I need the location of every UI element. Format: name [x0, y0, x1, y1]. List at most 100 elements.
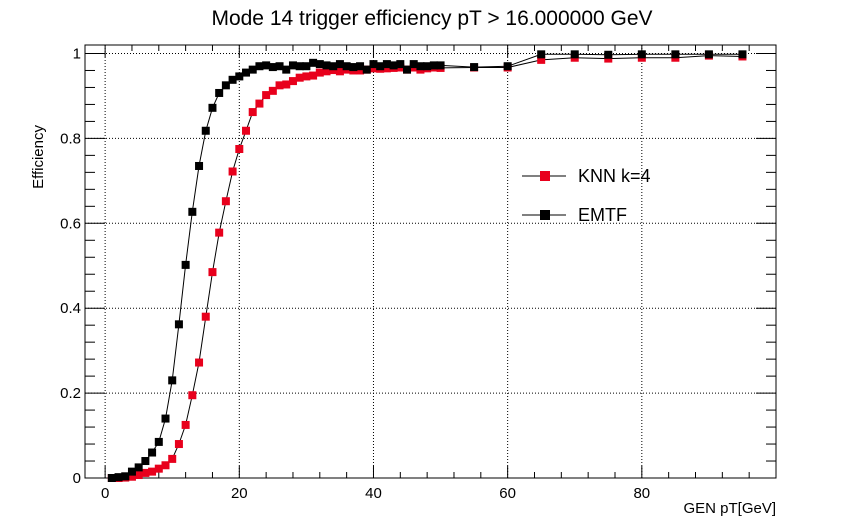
data-point — [188, 391, 197, 400]
data-point — [335, 67, 344, 76]
x-tick-label: 80 — [633, 485, 650, 502]
x-tick-label: 20 — [231, 485, 248, 502]
data-point — [161, 414, 170, 423]
data-point — [288, 77, 297, 86]
data-point — [154, 464, 163, 473]
data-point — [134, 463, 143, 472]
data-point — [604, 50, 613, 59]
series-line — [111, 53, 743, 479]
data-point — [315, 68, 324, 77]
series-emtf — [107, 50, 747, 482]
data-point — [154, 437, 163, 446]
data-point — [315, 60, 324, 69]
legend-label: EMTF — [578, 205, 627, 225]
legend-marker — [540, 171, 550, 181]
data-point — [127, 472, 136, 481]
data-point — [376, 62, 385, 71]
data-point — [201, 312, 210, 321]
y-tick-label: 0.4 — [60, 300, 81, 317]
data-point — [268, 86, 277, 95]
data-point — [537, 50, 546, 59]
data-point — [275, 62, 284, 71]
data-point — [329, 62, 338, 71]
data-point — [168, 376, 177, 385]
data-point — [107, 474, 116, 482]
data-point — [195, 358, 204, 367]
data-point — [235, 145, 244, 154]
data-point — [349, 63, 358, 72]
data-point — [208, 103, 217, 112]
data-point — [302, 72, 311, 81]
data-point — [409, 60, 418, 69]
x-axis-label: GEN pT[GeV] — [683, 500, 776, 517]
data-point — [275, 81, 284, 90]
data-point — [262, 61, 271, 70]
legend-marker — [540, 210, 550, 220]
plot-frame — [84, 44, 777, 479]
data-point — [161, 461, 170, 470]
data-point — [356, 66, 365, 75]
data-point — [362, 65, 371, 74]
data-point — [295, 62, 304, 71]
data-point — [282, 80, 291, 89]
data-point — [282, 65, 291, 74]
data-point — [181, 260, 190, 269]
data-point — [141, 468, 150, 477]
y-tick-label: 0.2 — [60, 385, 81, 402]
data-point — [121, 472, 130, 481]
data-point — [704, 50, 713, 59]
data-point — [403, 65, 412, 74]
data-point — [382, 64, 391, 73]
data-point — [389, 61, 398, 70]
data-point — [188, 207, 197, 216]
x-tick-label: 40 — [365, 485, 382, 502]
data-point — [423, 62, 432, 71]
data-point — [309, 58, 318, 67]
data-point — [470, 63, 479, 72]
data-point — [295, 73, 304, 82]
data-point — [309, 71, 318, 80]
series-layer — [107, 50, 747, 482]
data-point — [208, 268, 217, 277]
data-point — [148, 448, 157, 457]
data-point — [637, 50, 646, 59]
data-point — [369, 64, 378, 73]
data-point — [181, 420, 190, 429]
data-point — [436, 61, 445, 70]
y-tick-label: 0 — [73, 470, 81, 487]
data-point — [221, 197, 230, 206]
axis-ticks: 0 20 40 60 80 0 0.2 0.4 0.6 0.8 1 — [60, 45, 776, 502]
chart-title: Mode 14 trigger efficiency pT > 16.00000… — [211, 7, 652, 30]
data-point — [396, 60, 405, 69]
data-point — [429, 61, 438, 70]
data-point — [255, 99, 264, 108]
data-point — [235, 72, 244, 81]
data-point — [322, 61, 331, 70]
data-point — [356, 62, 365, 71]
legend: KNN k=4 EMTF — [522, 166, 651, 225]
series-knn — [107, 51, 747, 482]
data-point — [215, 228, 224, 237]
y-tick-label: 0.6 — [60, 215, 81, 232]
data-point — [141, 457, 150, 466]
data-point — [228, 75, 237, 84]
data-point — [134, 471, 143, 480]
legend-label: KNN k=4 — [578, 166, 651, 186]
data-point — [174, 320, 183, 329]
data-point — [570, 50, 579, 59]
data-point — [268, 63, 277, 72]
data-point — [503, 62, 512, 71]
data-point — [302, 62, 311, 71]
data-point — [322, 67, 331, 76]
y-axis-label: Efficiency — [30, 125, 47, 189]
data-point — [248, 65, 257, 74]
data-point — [369, 60, 378, 69]
data-point — [416, 62, 425, 71]
data-point — [242, 126, 251, 135]
data-point — [242, 68, 251, 77]
data-point — [255, 62, 264, 71]
data-point — [174, 440, 183, 449]
data-point — [114, 473, 123, 482]
data-point — [148, 467, 157, 476]
